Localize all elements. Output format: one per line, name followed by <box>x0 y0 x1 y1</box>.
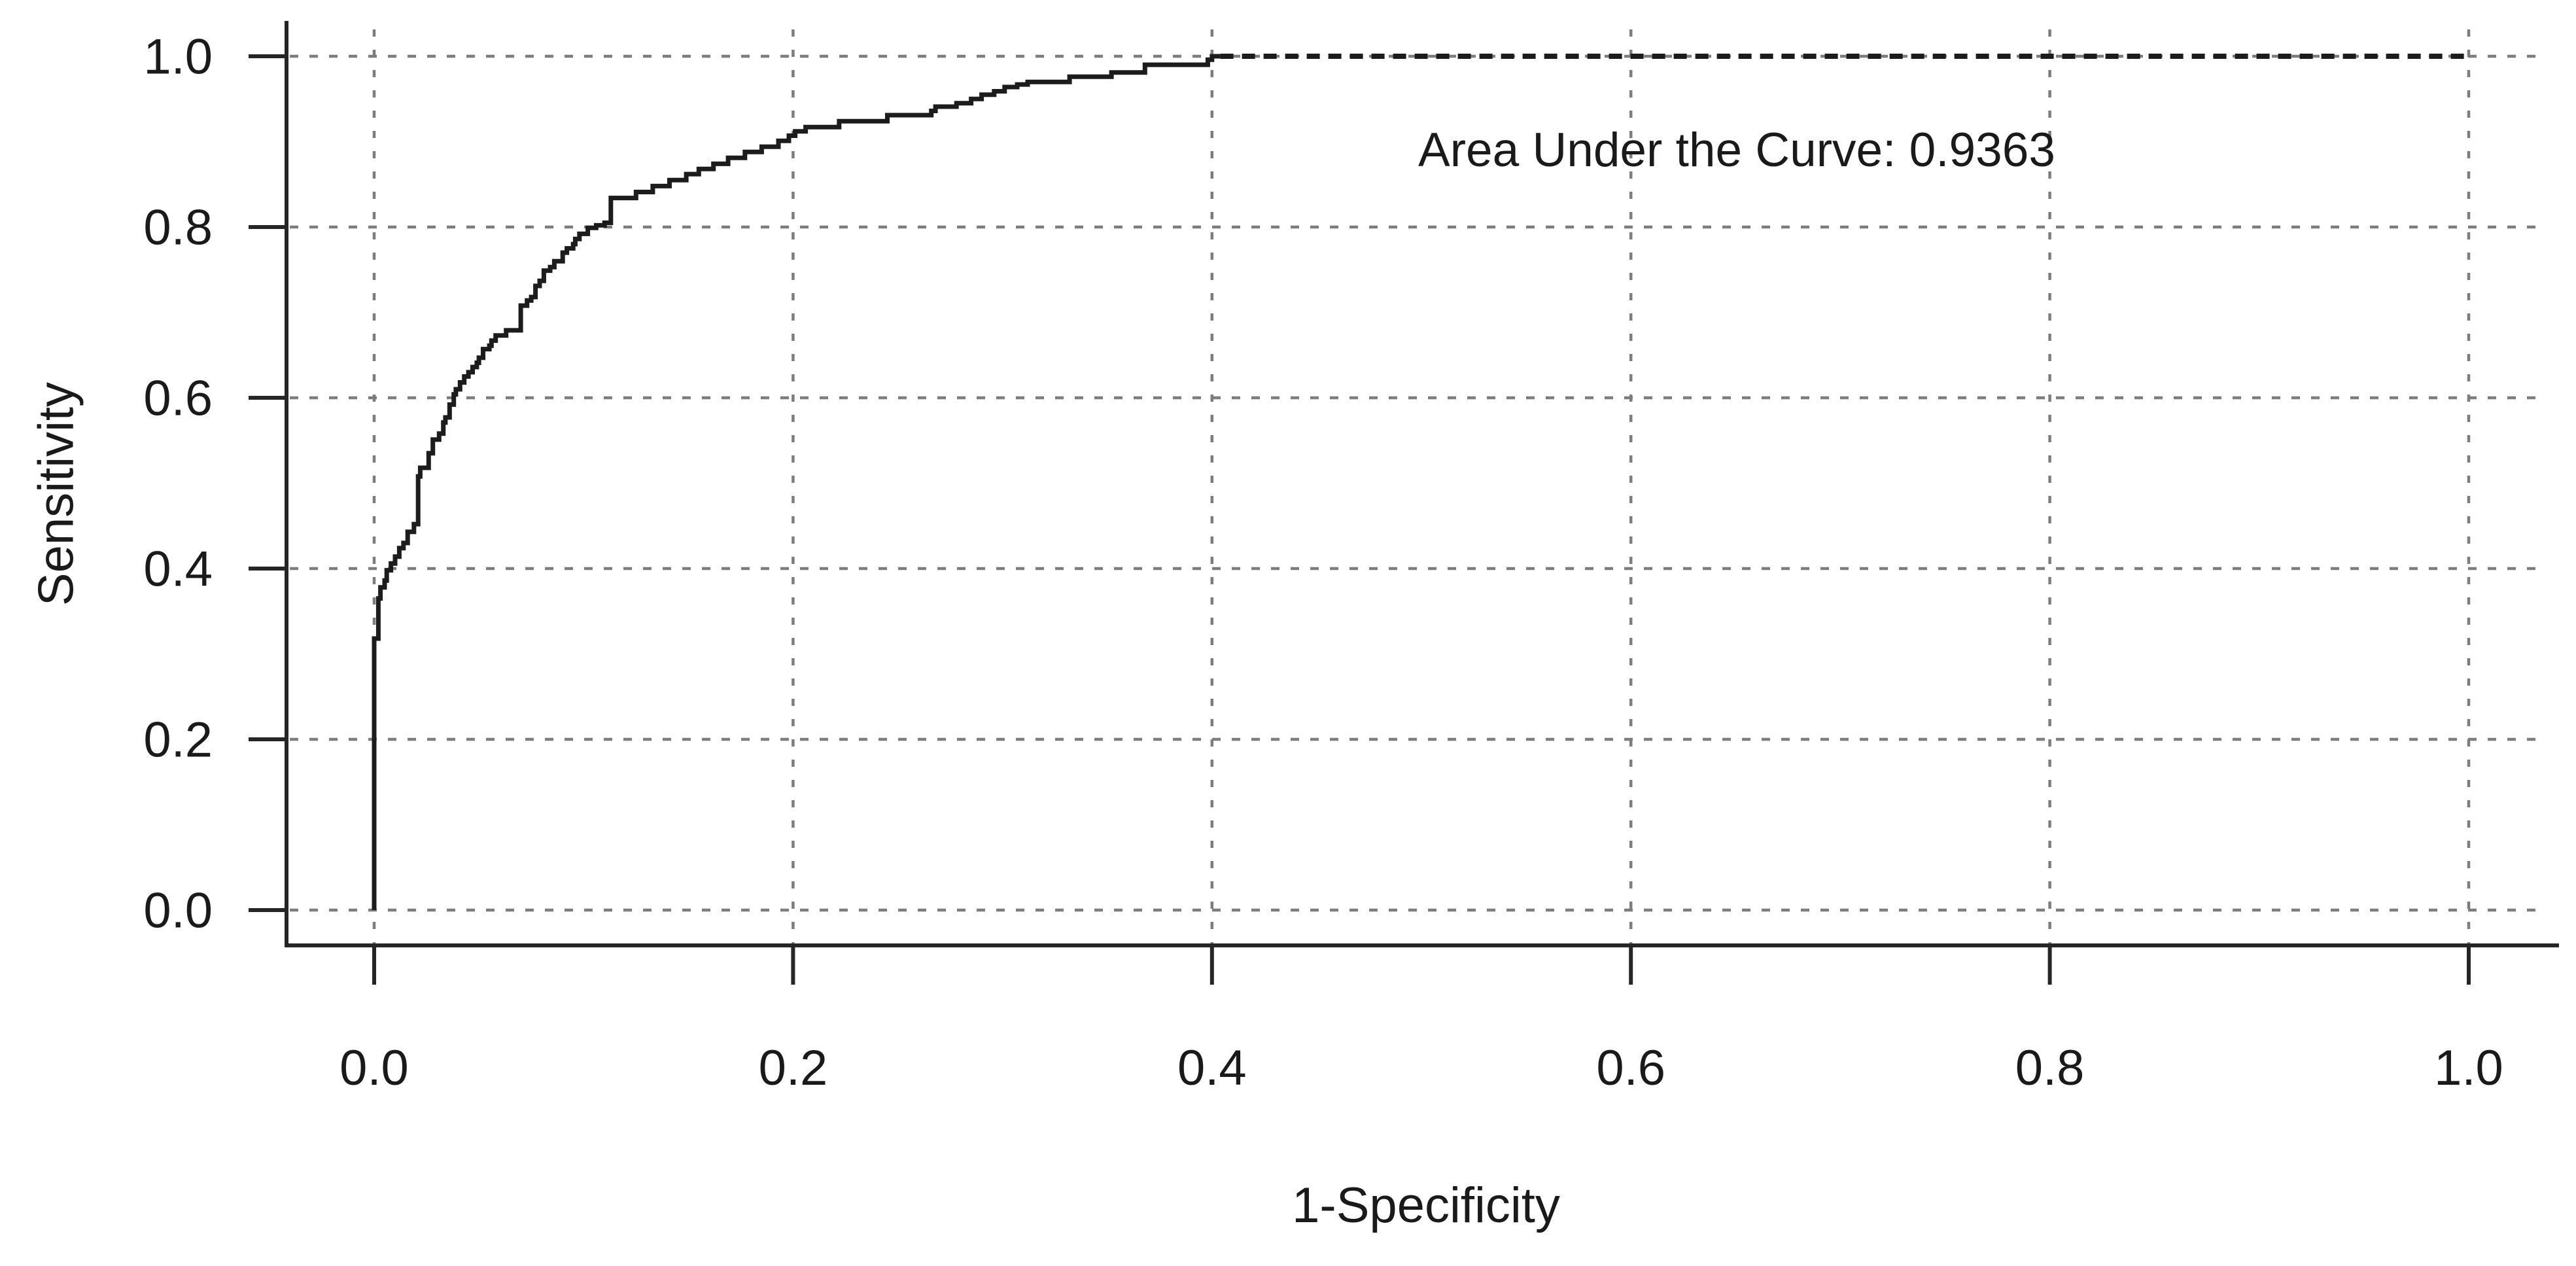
x-tick-label: 0.2 <box>759 1040 828 1096</box>
x-tick-label: 0.6 <box>1596 1040 1665 1096</box>
axes <box>285 21 2559 947</box>
y-tick-label: 0.6 <box>143 371 213 427</box>
auc-annotation: Area Under the Curve: 0.9363 <box>1418 124 2055 177</box>
roc-curve-path <box>372 54 1221 910</box>
y-tick-label: 0.4 <box>143 542 213 597</box>
x-axis-title: 1-Specificity <box>1292 1178 1560 1233</box>
y-axis-title: Sensitivity <box>29 382 84 606</box>
x-tick-label: 0.0 <box>339 1040 409 1096</box>
x-tick-label: 0.8 <box>2015 1040 2085 1096</box>
tick-marks-and-labels: 0.0 0.2 0.4 0.6 0.8 1.0 0.0 0.2 0.4 0.6 0.8 1.0 <box>143 29 2503 1096</box>
y-tick-label: 0.8 <box>143 200 213 256</box>
x-tick-label: 1.0 <box>2434 1040 2503 1096</box>
roc-curve <box>372 54 2469 910</box>
y-tick-label: 0.0 <box>143 883 213 939</box>
y-tick-label: 1.0 <box>143 29 213 85</box>
x-tick-label: 0.4 <box>1177 1040 1247 1096</box>
gridlines <box>290 29 2546 945</box>
y-tick-label: 0.2 <box>143 712 213 768</box>
